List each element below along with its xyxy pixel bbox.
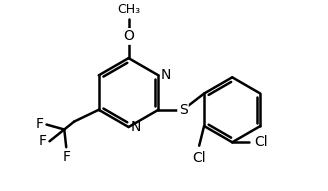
Text: S: S [179,103,187,117]
Text: O: O [123,29,134,44]
Text: N: N [160,68,171,82]
Text: N: N [131,120,141,134]
Text: CH₃: CH₃ [117,3,140,16]
Text: F: F [62,150,70,164]
Text: F: F [36,117,44,131]
Text: F: F [39,134,47,148]
Text: Cl: Cl [192,151,206,165]
Text: Cl: Cl [254,135,268,149]
